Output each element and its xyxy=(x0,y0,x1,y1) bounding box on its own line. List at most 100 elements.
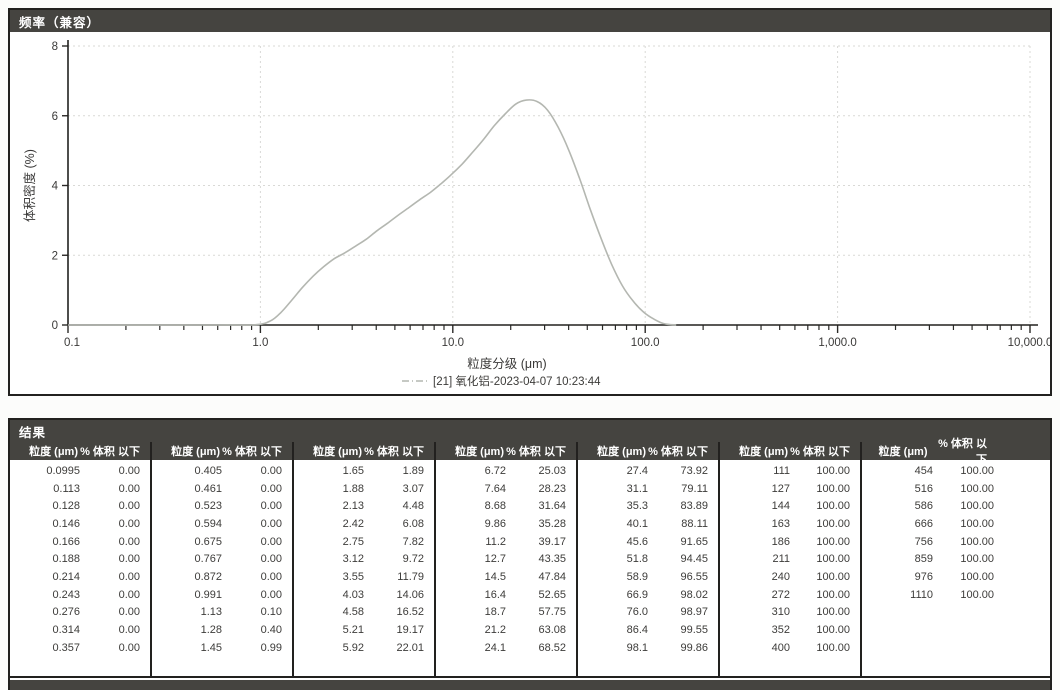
size-value-cell: 144 xyxy=(771,500,790,513)
table-row: 12.7 43.35 xyxy=(436,550,576,568)
table-row: 127 100.00 xyxy=(720,480,860,498)
size-value-cell: 186 xyxy=(771,535,790,548)
size-value-cell: 586 xyxy=(914,500,933,513)
size-value-cell: 5.92 xyxy=(342,641,364,654)
size-value-cell: 86.4 xyxy=(626,624,648,637)
pct-below-value-cell: 0.00 xyxy=(118,588,140,601)
table-row: 976 100.00 xyxy=(862,568,1004,586)
size-column-label: 粒度 (μm) xyxy=(878,446,928,458)
size-value-cell: 0.675 xyxy=(194,535,222,548)
pct-below-value-cell: 100.00 xyxy=(960,517,994,530)
results-column-header: 粒度 (μm)% 体积 以下 xyxy=(152,442,292,460)
pct-below-column-label: % 体积 以下 xyxy=(790,446,850,458)
results-column-group: 粒度 (μm)% 体积 以下 1.65 1.89 1.88 3.07 2.13 4.48 2.… xyxy=(292,442,434,676)
pct-below-column-label: % 体积 以下 xyxy=(938,438,987,466)
size-value-cell: 0.405 xyxy=(194,464,222,477)
pct-below-value-cell: 100.00 xyxy=(816,500,850,513)
size-value-cell: 163 xyxy=(771,517,790,530)
size-column-label: 粒度 (μm) xyxy=(739,446,788,458)
pct-below-value-cell: 28.23 xyxy=(538,482,566,495)
table-row: 186 100.00 xyxy=(720,533,860,551)
table-row: 1110 100.00 xyxy=(862,586,1004,604)
pct-below-value-cell: 0.00 xyxy=(260,500,282,513)
table-row: 0.991 0.00 xyxy=(152,586,292,604)
y-tick-label: 6 xyxy=(52,111,58,123)
results-rows: 6.72 25.03 7.64 28.23 8.68 31.64 9.86 35.28 11.2… xyxy=(436,460,576,657)
results-panel-header: 结果 xyxy=(10,420,1050,442)
results-column-group: 粒度 (μm)% 体积 以下 0.405 0.00 0.461 0.00 0.523 0.0… xyxy=(150,442,292,676)
table-row: 0.357 0.00 xyxy=(10,639,150,657)
size-value-cell: 98.1 xyxy=(626,641,648,654)
legend-label: [21] 氧化铝-2023-04-07 10:23:44 xyxy=(433,374,601,388)
results-rows: 27.4 73.92 31.1 79.11 35.3 83.89 40.1 88.11 45.6… xyxy=(578,460,718,657)
frequency-chart: 0.1 1.0 10.0 100.0 1,000.0 10,000.0 0 2 4 6 8 粒度分级 … xyxy=(10,32,1052,396)
table-row: 11.2 39.17 xyxy=(436,533,576,551)
table-row: 0.276 0.00 xyxy=(10,604,150,622)
pct-below-value-cell: 94.45 xyxy=(680,553,708,566)
pct-below-value-cell: 100.00 xyxy=(816,464,850,477)
y-tick-label: 8 xyxy=(52,41,58,53)
table-row: 516 100.00 xyxy=(862,480,1004,498)
results-column-header: 粒度 (μm)% 体积 以下 xyxy=(578,442,718,460)
size-value-cell: 8.68 xyxy=(484,500,506,513)
pct-below-value-cell: 100.00 xyxy=(816,570,850,583)
size-value-cell: 0.357 xyxy=(52,641,80,654)
table-row: 0.214 0.00 xyxy=(10,568,150,586)
results-column-group: 粒度 (μm)% 体积 以下 27.4 73.92 31.1 79.11 35.3 83.8… xyxy=(576,442,718,676)
pct-below-value-cell: 73.92 xyxy=(680,464,708,477)
size-value-cell: 240 xyxy=(771,570,790,583)
pct-below-value-cell: 0.00 xyxy=(118,641,140,654)
pct-below-value-cell: 99.55 xyxy=(680,624,708,637)
results-rows: 111 100.00 127 100.00 144 100.00 163 100.00 186 1… xyxy=(720,460,860,657)
pct-below-value-cell: 79.11 xyxy=(681,482,708,495)
size-value-cell: 0.166 xyxy=(52,535,80,548)
pct-below-value-cell: 3.07 xyxy=(402,482,424,495)
pct-below-value-cell: 63.08 xyxy=(538,624,566,637)
size-value-cell: 111 xyxy=(773,464,790,477)
size-value-cell: 45.6 xyxy=(626,535,648,548)
table-row: 45.6 91.65 xyxy=(578,533,718,551)
table-row: 1.13 0.10 xyxy=(152,604,292,622)
size-value-cell: 35.3 xyxy=(626,500,648,513)
size-value-cell: 21.2 xyxy=(484,624,506,637)
table-row: 40.1 88.11 xyxy=(578,515,718,533)
size-value-cell: 1110 xyxy=(910,588,933,601)
table-row: 352 100.00 xyxy=(720,621,860,639)
x-axis-title: 粒度分级 (μm) xyxy=(467,356,546,371)
pct-below-value-cell: 68.52 xyxy=(538,641,566,654)
pct-below-value-cell: 14.06 xyxy=(396,588,424,601)
pct-below-value-cell: 100.00 xyxy=(816,606,850,619)
pct-below-value-cell: 100.00 xyxy=(960,553,994,566)
pct-below-value-cell: 0.00 xyxy=(118,482,140,495)
table-row: 86.4 99.55 xyxy=(578,621,718,639)
results-footer-gap xyxy=(10,678,1050,680)
size-value-cell: 31.1 xyxy=(626,482,648,495)
pct-below-value-cell: 100.00 xyxy=(816,482,850,495)
pct-below-value-cell: 100.00 xyxy=(960,588,994,601)
pct-below-value-cell: 99.86 xyxy=(680,641,708,654)
table-row: 0.767 0.00 xyxy=(152,550,292,568)
pct-below-value-cell: 0.00 xyxy=(118,500,140,513)
table-row: 8.68 31.64 xyxy=(436,497,576,515)
table-row: 51.8 94.45 xyxy=(578,550,718,568)
table-row: 756 100.00 xyxy=(862,533,1004,551)
pct-below-value-cell: 100.00 xyxy=(816,641,850,654)
size-value-cell: 66.9 xyxy=(626,588,648,601)
table-row: 27.4 73.92 xyxy=(578,462,718,480)
table-row: 144 100.00 xyxy=(720,497,860,515)
x-tick-label: 1.0 xyxy=(252,337,268,349)
pct-below-value-cell: 100.00 xyxy=(960,464,994,477)
results-table: 粒度 (μm)% 体积 以下 0.0995 0.00 0.113 0.00 0.128 0.… xyxy=(10,438,1050,678)
table-row: 400 100.00 xyxy=(720,639,860,657)
table-row: 0.314 0.00 xyxy=(10,621,150,639)
size-column-label: 粒度 (μm) xyxy=(313,446,362,458)
pct-below-value-cell: 4.48 xyxy=(402,500,424,513)
size-value-cell: 859 xyxy=(914,553,933,566)
results-panel: 结果 粒度 (μm)% 体积 以下 0.0995 0.00 0.113 0.00 0.12… xyxy=(8,418,1052,690)
size-column-label: 粒度 (μm) xyxy=(29,446,78,458)
pct-below-value-cell: 16.52 xyxy=(396,606,424,619)
table-row: 240 100.00 xyxy=(720,568,860,586)
x-tick-label: 0.1 xyxy=(64,337,80,349)
size-value-cell: 1.28 xyxy=(200,624,222,637)
